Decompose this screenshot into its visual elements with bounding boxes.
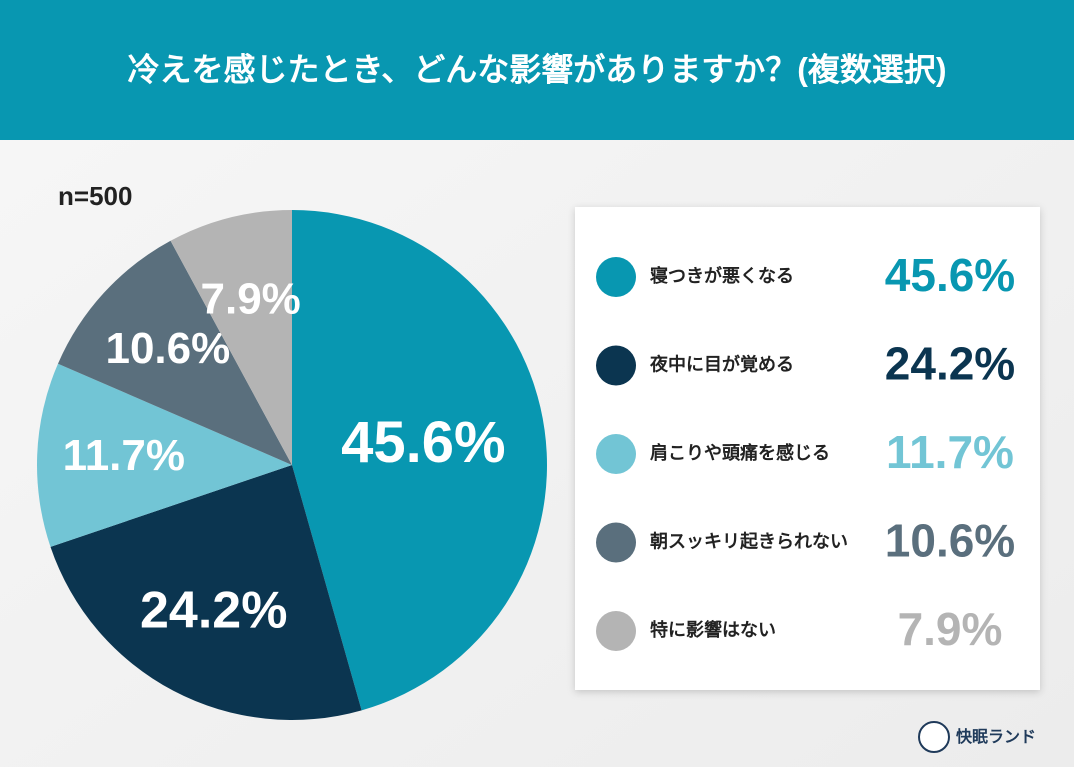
legend-label: 朝スッキリ起きられない bbox=[650, 530, 848, 551]
chart-title: 冷えを感じたとき、どんな影響がありますか？(複数選択) bbox=[127, 51, 946, 87]
slice-label: 45.6% bbox=[341, 410, 505, 475]
slice-label: 10.6% bbox=[105, 324, 230, 373]
legend-label: 夜中に目が覚める bbox=[649, 353, 794, 374]
legend-label: 寝つきが悪くなる bbox=[650, 265, 794, 286]
legend-marker bbox=[596, 522, 636, 563]
legend-marker bbox=[596, 611, 636, 651]
legend-value: 10.6% bbox=[885, 515, 1015, 567]
legend-value: 24.2% bbox=[885, 338, 1015, 390]
header bbox=[0, 0, 1074, 140]
pie-slice bbox=[57, 240, 293, 465]
pie-slice bbox=[50, 465, 362, 721]
brand: 快眠ランド bbox=[956, 727, 1036, 746]
slice-label: 24.2% bbox=[140, 582, 287, 640]
legend: 寝つきが悪くなる 45.6% 夜中に目が覚める 24.2% 肩こりや頭痛を感じる 11.7… bbox=[596, 249, 1015, 655]
pie-slice bbox=[292, 210, 548, 711]
slice-label: 7.9% bbox=[201, 274, 301, 323]
legend-value: 7.9% bbox=[898, 603, 1003, 655]
pie: 45.6% 24.2% 11.7% 10.6%7.9% bbox=[37, 210, 548, 721]
sample-size: n=500 bbox=[58, 181, 132, 211]
legend-label: 肩こりや頭痛を感じる bbox=[650, 442, 830, 463]
pie-slice bbox=[37, 363, 292, 547]
legend-value: 45.6% bbox=[885, 249, 1015, 301]
legend-box bbox=[575, 207, 1040, 690]
legend-label: 特に影響はない bbox=[650, 619, 776, 640]
legend-marker bbox=[596, 257, 636, 297]
legend-value: 11.7% bbox=[886, 426, 1014, 478]
legend-marker bbox=[596, 345, 636, 386]
brand-logo bbox=[918, 721, 950, 753]
legend-marker bbox=[596, 434, 636, 474]
slice-label: 11.7% bbox=[63, 431, 185, 480]
pie-slice bbox=[170, 210, 292, 465]
